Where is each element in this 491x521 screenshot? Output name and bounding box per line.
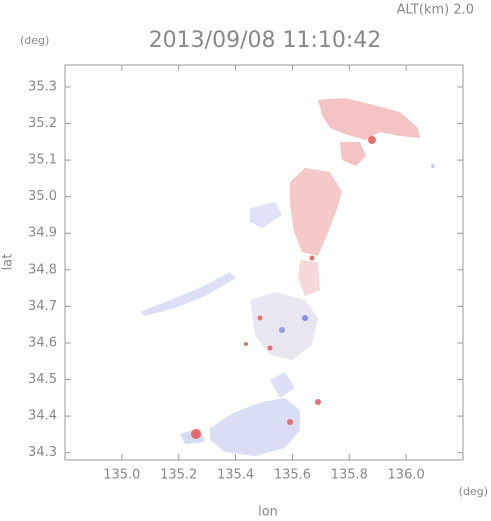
y-tick-label: 35.3 [28,79,57,94]
y-tick-label: 34.5 [28,372,57,387]
altitude-label: ALT(km) 2.0 [397,3,474,18]
y-tick-label: 34.9 [28,226,57,241]
chart-title: 2013/09/08 11:10:42 [149,28,382,53]
x-unit: (deg) [459,485,488,498]
y-axis-label: lat [1,254,16,271]
x-tick-label: 136.0 [388,468,425,483]
y-unit: (deg) [20,34,49,47]
y-tick-label: 34.7 [28,299,57,314]
y-tick-label: 34.4 [28,409,57,424]
x-axis-label: lon [258,505,278,520]
y-tick-label: 35.1 [28,153,57,168]
x-tick-label: 135.2 [160,468,197,483]
x-tick-label: 135.8 [331,468,368,483]
radar-echo [140,98,435,456]
y-tick-label: 34.3 [28,445,57,460]
x-tick-label: 135.0 [103,468,140,483]
y-tick-label: 35.2 [28,116,57,131]
y-tick-label: 35.0 [28,189,57,204]
x-tick-label: 135.4 [217,468,254,483]
y-tick-label: 34.8 [28,262,57,277]
plot-frame [64,64,464,461]
y-tick-label: 34.6 [28,335,57,350]
x-tick-label: 135.6 [274,468,311,483]
